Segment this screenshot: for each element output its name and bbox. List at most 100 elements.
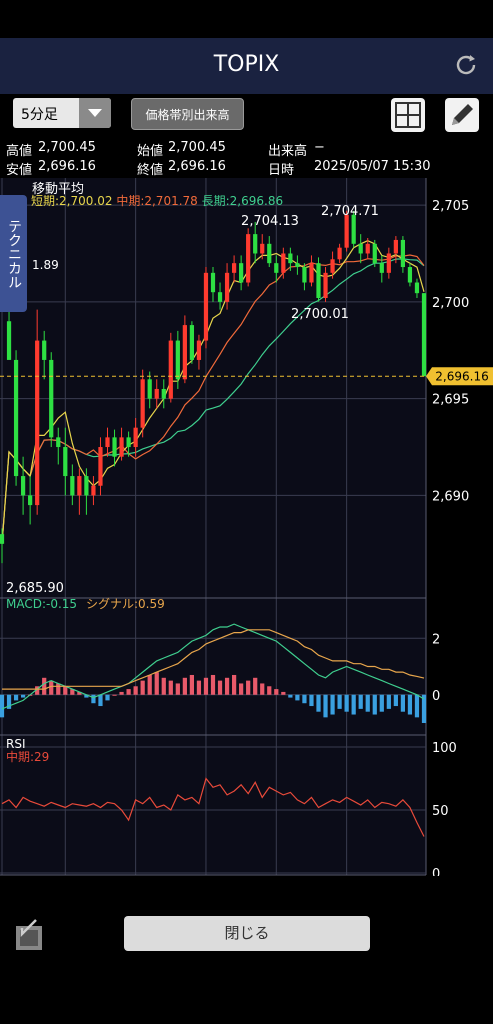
rsi-tick-label: 50 bbox=[432, 804, 449, 819]
candle-body bbox=[161, 388, 166, 399]
partial-value-label: 1.89 bbox=[32, 258, 59, 272]
chart-back-icon[interactable] bbox=[10, 916, 48, 954]
macd-histogram-bar bbox=[253, 677, 258, 695]
candle-body bbox=[168, 340, 173, 399]
macd-histogram-bar bbox=[77, 691, 82, 695]
toolbar: 5分足 価格帯別出来高 bbox=[0, 94, 493, 136]
candlestick-series bbox=[0, 210, 427, 564]
candle-body bbox=[28, 495, 33, 506]
refresh-icon[interactable] bbox=[453, 52, 479, 78]
candle-body bbox=[393, 239, 398, 254]
candle-body bbox=[63, 447, 68, 477]
candle-body bbox=[112, 437, 117, 457]
candle-body bbox=[77, 476, 82, 496]
candle-body bbox=[70, 476, 75, 496]
macd-histogram-bar bbox=[267, 686, 272, 695]
grid-icon bbox=[395, 102, 421, 128]
current-price-tag bbox=[426, 367, 493, 386]
candle-body bbox=[330, 259, 335, 273]
candle-body bbox=[133, 427, 138, 448]
volume-label: 出来高 bbox=[268, 144, 308, 159]
macd-histogram-bar bbox=[203, 677, 209, 695]
candle-body bbox=[147, 379, 152, 399]
macd-histogram-bar bbox=[182, 677, 187, 695]
open-value: 2,700.45 bbox=[168, 140, 226, 155]
macd-histogram-bar bbox=[210, 674, 216, 695]
macd-histogram-bar bbox=[309, 694, 314, 707]
close-label: 終値 bbox=[137, 163, 164, 178]
close-value: 2,696.16 bbox=[168, 159, 226, 174]
volume-profile-button[interactable]: 価格帯別出来高 bbox=[131, 98, 244, 130]
macd-histogram-bar bbox=[217, 680, 223, 695]
macd-histogram-bar bbox=[196, 680, 202, 695]
technical-tab[interactable]: テクニカル bbox=[0, 195, 27, 312]
macd-histogram-bar bbox=[379, 694, 384, 712]
candle-body bbox=[126, 437, 131, 448]
macd-histogram-bar bbox=[231, 674, 237, 695]
candle-body bbox=[105, 437, 110, 448]
open-label: 始値 bbox=[137, 144, 164, 159]
page-title: TOPIX bbox=[213, 52, 280, 77]
macd-histogram-bar bbox=[400, 694, 406, 712]
pencil-icon bbox=[452, 104, 473, 125]
period-select[interactable]: 5分足 bbox=[13, 98, 111, 128]
candle-body bbox=[365, 243, 370, 254]
candle-body bbox=[91, 485, 96, 496]
macd-histogram-bar bbox=[189, 674, 195, 695]
candle-body bbox=[84, 476, 89, 496]
macd-value-label: MACD:-0.15 bbox=[6, 597, 77, 611]
candle-body bbox=[56, 437, 61, 448]
price-annotations: 2,704.13 2,704.71 2,700.01 2,685.90 bbox=[6, 204, 379, 596]
price-axis: 2,705 2,700 2,695 2,690 bbox=[432, 199, 469, 504]
close-button[interactable]: 閉じる bbox=[124, 916, 370, 951]
candle-body bbox=[20, 476, 26, 496]
current-price-label: 2,696.16 bbox=[435, 370, 488, 384]
macd-histogram-bar bbox=[168, 680, 173, 695]
high-label: 高値 bbox=[6, 144, 33, 159]
macd-histogram-bar bbox=[112, 694, 117, 696]
macd-histogram-bar bbox=[91, 694, 96, 704]
candle-body bbox=[281, 253, 286, 273]
chevron-down-icon[interactable] bbox=[79, 98, 111, 128]
grid-layout-button[interactable] bbox=[391, 98, 425, 132]
candle-body bbox=[246, 234, 251, 283]
current-price-line: 2,696.16 bbox=[0, 367, 493, 386]
macd-histogram-bar bbox=[386, 694, 391, 709]
chart-area[interactable]: 2,696.16 2,704.13 2,704.71 2,700.01 2,685.9… bbox=[0, 178, 493, 876]
macd-histogram-bar bbox=[6, 694, 12, 709]
macd-histogram-bar bbox=[175, 683, 180, 695]
price-tick-label: 2,690 bbox=[432, 489, 469, 504]
candle-body bbox=[140, 379, 145, 428]
macd-histogram-bar bbox=[56, 683, 61, 695]
macd-histogram-bar bbox=[13, 694, 19, 701]
macd-histogram-bar bbox=[98, 694, 103, 707]
drawing-tool-button[interactable] bbox=[445, 98, 479, 132]
period-select-label: 5分足 bbox=[21, 107, 58, 123]
macd-histogram-bar bbox=[260, 683, 265, 695]
macd-histogram-bar bbox=[154, 672, 159, 695]
candle-body bbox=[253, 234, 258, 254]
macd-histogram-bar bbox=[288, 694, 293, 698]
candle-body bbox=[189, 325, 195, 360]
macd-histogram-bar bbox=[119, 691, 124, 695]
long-ma-value: 長期:2,696.86 bbox=[201, 194, 284, 208]
rsi-title: RSI bbox=[6, 737, 26, 751]
macd-histogram-bar bbox=[84, 694, 89, 698]
moving-average-values: 短期:2,700.02 中期:2,701.78 長期:2,696.86 bbox=[31, 192, 283, 209]
macd-histogram-bar bbox=[358, 694, 363, 709]
macd-histogram-bar bbox=[20, 694, 26, 698]
macd-histogram-bar bbox=[414, 694, 420, 718]
candle-body bbox=[203, 272, 209, 341]
candle-body bbox=[414, 282, 420, 294]
candle-body bbox=[309, 263, 314, 283]
rsi-tick-label: 0 bbox=[432, 867, 440, 876]
macd-histogram-bar bbox=[147, 674, 152, 695]
candle-body bbox=[231, 263, 237, 273]
candle-body bbox=[407, 267, 413, 283]
macd-histogram-bar bbox=[330, 694, 335, 715]
macd-histogram-bar bbox=[126, 689, 131, 695]
macd-histogram-bar bbox=[105, 694, 110, 701]
candle-body bbox=[379, 263, 384, 273]
macd-histogram-bar bbox=[344, 694, 349, 712]
